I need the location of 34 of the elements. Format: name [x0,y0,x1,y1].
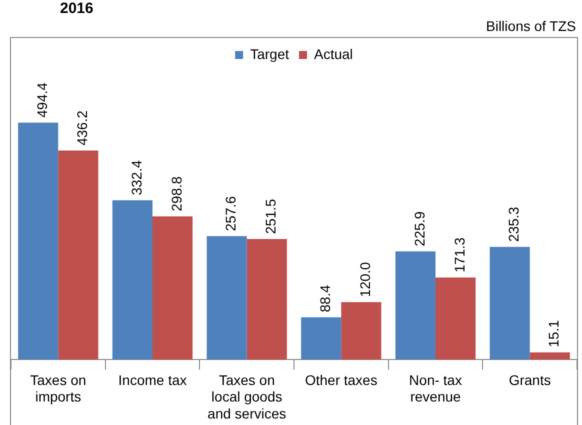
bar [530,352,570,360]
bar [395,251,436,360]
data-label: 332.4 [128,160,144,196]
x-tick-label: Income tax [118,372,187,388]
x-tick-label: Grants [508,372,551,388]
x-tick-label: Taxes on local goods and services [208,372,286,422]
bar [58,150,98,360]
x-tick-label: Other taxes [304,372,378,388]
data-label: 257.6 [222,196,239,232]
bar [246,239,287,360]
data-label: 436.2 [74,110,90,146]
bar [341,302,382,360]
data-label: 251.5 [262,198,279,234]
legend-label: Actual [314,46,353,62]
data-label: 171.3 [451,237,468,272]
x-tick-label: Non- tax revenue [409,372,462,405]
x-tick-label: Taxes on imports [30,372,86,405]
bar [301,317,342,360]
bar [112,200,152,360]
legend-label: Target [250,46,290,62]
bar [18,122,58,360]
data-label: 88.4 [316,284,333,312]
data-label: 494.4 [34,82,50,118]
bar [152,216,193,360]
chart-title: 2016 [60,0,94,17]
data-label: 120.0 [357,262,374,298]
bar [436,277,476,360]
bar [206,236,247,360]
data-label: 298.8 [168,176,184,212]
data-label: 235.3 [506,206,522,242]
bar [490,246,530,360]
data-label: 15.1 [546,320,562,348]
text: Billions of TZS [486,18,576,34]
data-label: 225.9 [411,211,428,246]
